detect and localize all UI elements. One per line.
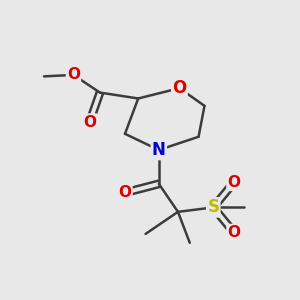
Text: S: S [207,198,219,216]
Text: O: O [227,175,240,190]
Text: N: N [152,141,166,159]
Text: O: O [83,115,96,130]
Text: O: O [227,225,240,240]
Text: O: O [172,79,187,97]
Text: O: O [118,185,131,200]
Text: O: O [67,68,80,82]
